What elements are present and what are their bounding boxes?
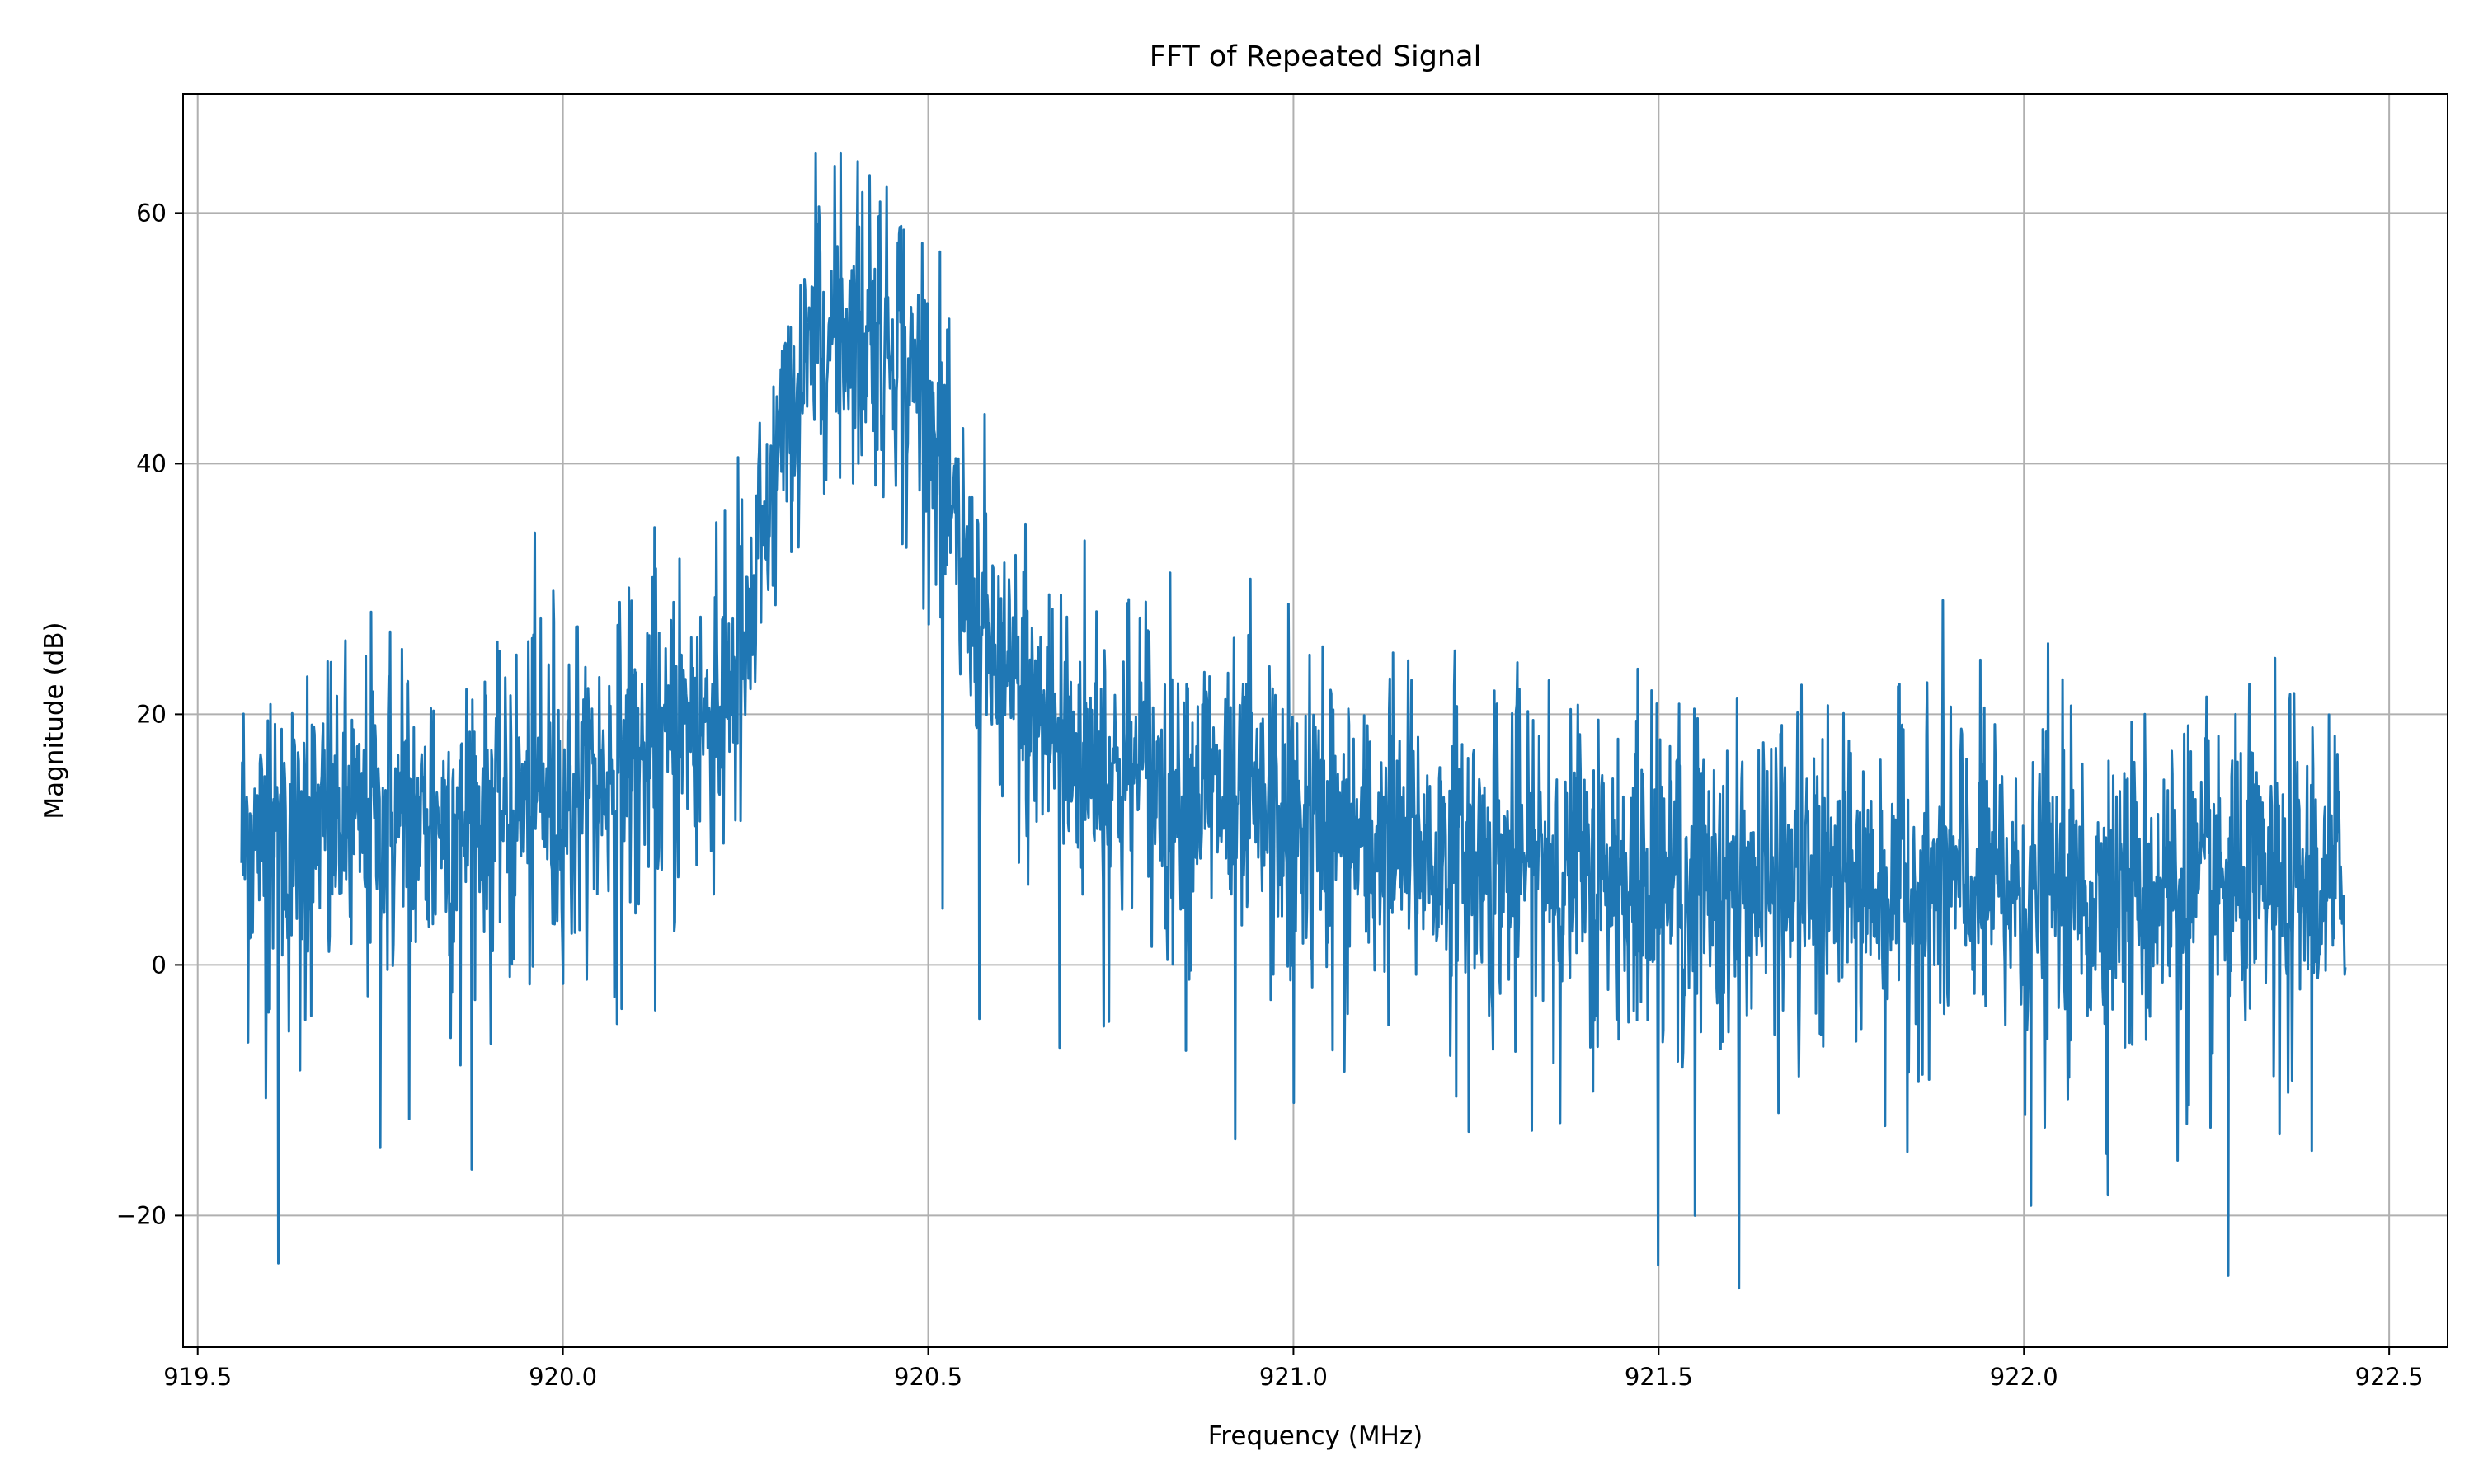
x-tick-label: 922.0 [1990,1363,2058,1391]
y-tick-label: −20 [116,1201,167,1229]
x-tick-label: 920.5 [894,1363,962,1391]
fft-magnitude-line [240,151,2347,1290]
y-axis-label: Magnitude (dB) [40,622,69,819]
x-tick-label: 920.0 [529,1363,597,1391]
series-layer [240,151,2347,1290]
plot-frame [182,93,2448,1348]
y-tick-label: 60 [136,199,167,227]
y-tick-label: 0 [152,951,167,979]
x-tick-label: 921.5 [1625,1363,1693,1391]
chart-title: FFT of Repeated Signal [1150,40,1482,73]
x-axis-label: Frequency (MHz) [1208,1421,1423,1451]
x-tick-label: 921.0 [1259,1363,1328,1391]
y-axis: −20 0 20 40 60 [116,199,183,1229]
x-tick-label: 919.5 [163,1363,232,1391]
x-tick-label: 922.5 [2355,1363,2424,1391]
y-tick-label: 40 [136,449,167,477]
x-axis: 919.5 920.0 920.5 921.0 921.5 922.0 922.5 [163,1347,2424,1391]
y-tick-label: 20 [136,700,167,728]
